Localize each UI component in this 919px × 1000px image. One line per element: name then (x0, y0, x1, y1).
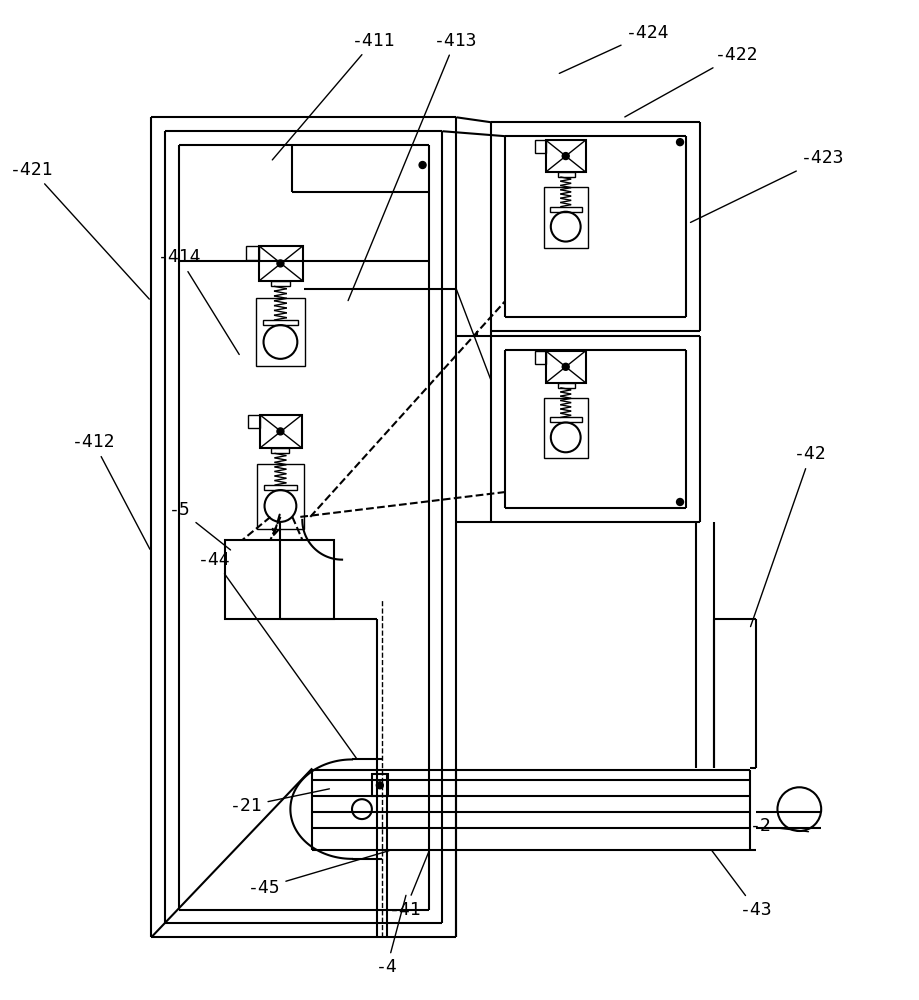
Circle shape (676, 139, 684, 146)
Text: -421: -421 (10, 161, 150, 299)
Text: -45: -45 (248, 851, 389, 897)
Text: -412: -412 (72, 433, 150, 549)
Bar (546, 351, 585, 383)
Text: -43: -43 (711, 850, 772, 919)
Bar (247, 415, 259, 428)
Bar (550, 417, 582, 422)
Circle shape (676, 499, 684, 505)
Bar (258, 246, 303, 281)
Bar (546, 140, 585, 172)
Text: -41: -41 (389, 852, 428, 919)
Circle shape (377, 782, 383, 789)
Bar (271, 448, 289, 453)
Circle shape (562, 153, 569, 160)
Text: -411: -411 (272, 32, 395, 160)
Circle shape (562, 363, 569, 370)
Text: -423: -423 (690, 149, 845, 222)
Text: -44: -44 (199, 551, 357, 758)
Bar (544, 187, 587, 248)
Circle shape (277, 428, 284, 435)
Bar (225, 540, 335, 619)
Bar (544, 398, 587, 458)
Text: -2: -2 (750, 817, 809, 835)
Bar (535, 140, 546, 153)
Text: -5: -5 (169, 501, 231, 550)
Bar (535, 351, 546, 364)
Bar (550, 207, 582, 212)
Bar (372, 774, 388, 796)
Circle shape (419, 162, 426, 168)
Circle shape (277, 260, 284, 267)
Bar (245, 246, 258, 260)
Bar (263, 320, 299, 325)
Text: -4: -4 (376, 895, 406, 976)
Text: -42: -42 (751, 445, 827, 627)
Bar (558, 383, 574, 388)
Text: -414: -414 (157, 248, 239, 354)
Bar (255, 298, 305, 366)
Text: -422: -422 (625, 46, 758, 117)
Text: -424: -424 (560, 24, 670, 73)
Bar (271, 281, 290, 286)
Bar (264, 485, 298, 490)
Text: -21: -21 (230, 789, 329, 815)
Text: -413: -413 (348, 32, 477, 301)
Bar (256, 464, 304, 529)
Bar (558, 172, 574, 177)
Bar (259, 415, 302, 448)
